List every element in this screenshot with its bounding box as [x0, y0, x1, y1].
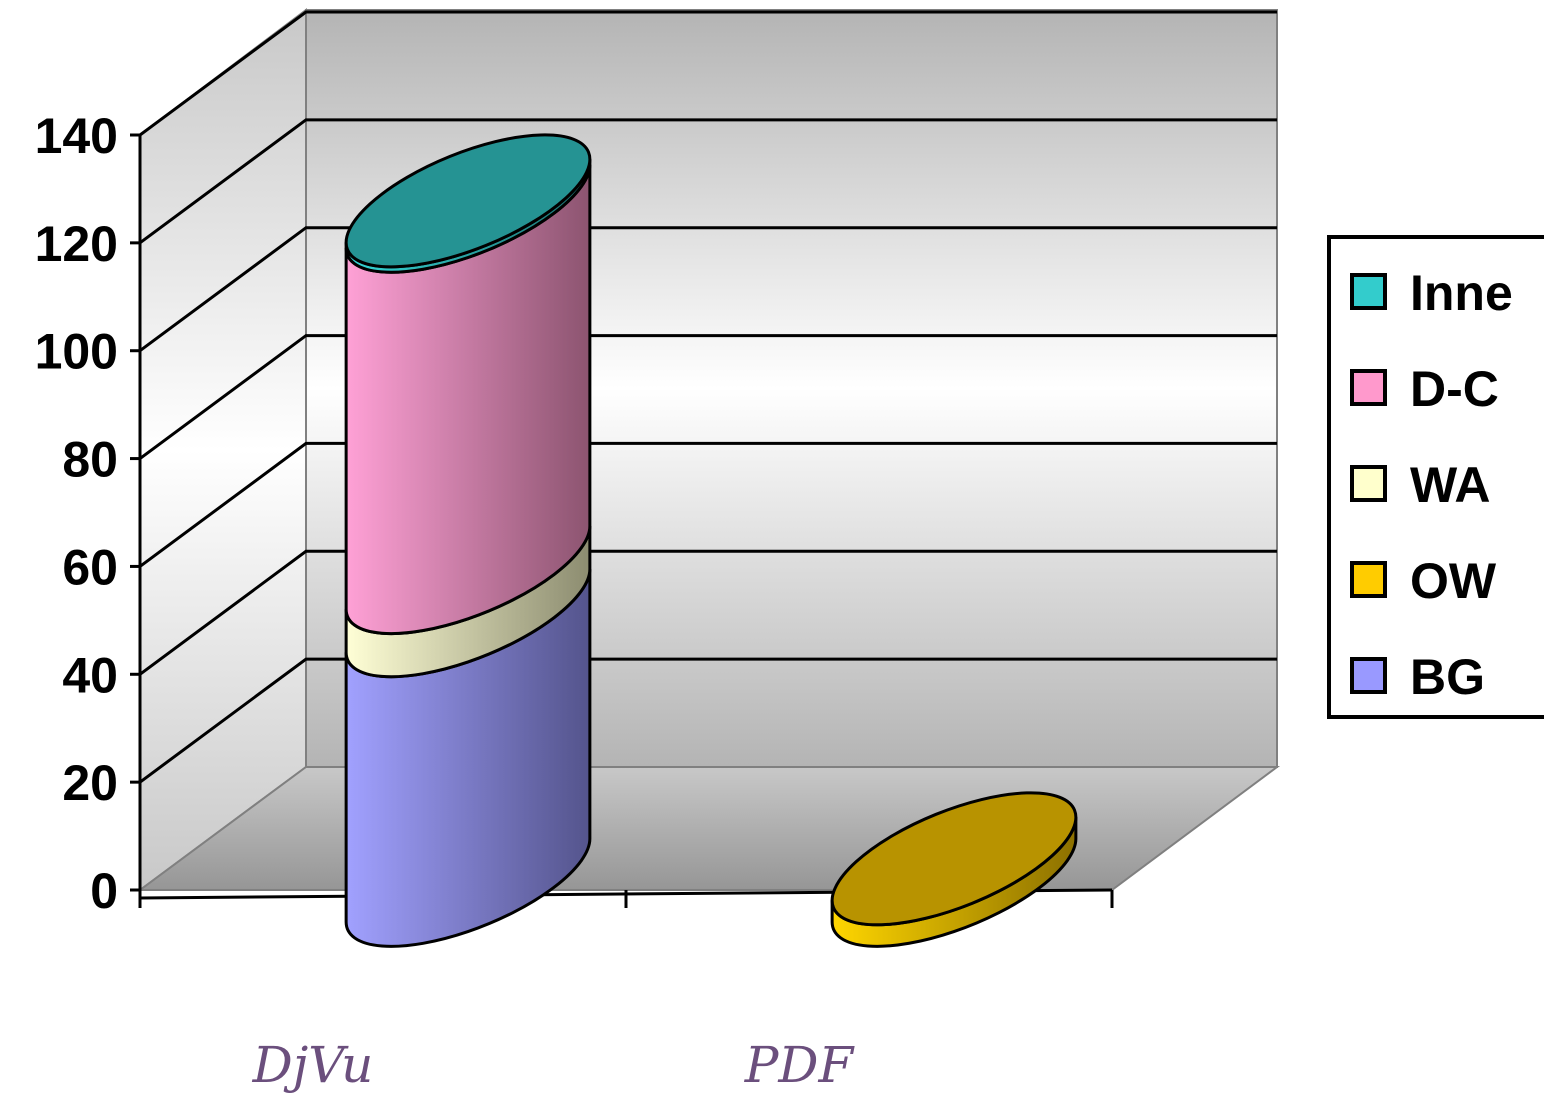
y-tick-label: 140: [35, 108, 118, 164]
y-axis: 0 20 40 60 80 100 120 140: [35, 108, 1114, 919]
legend: Inne D-C WA OW BG: [1327, 235, 1544, 719]
legend-label: WA: [1410, 457, 1491, 513]
y-tick-label: 60: [62, 539, 118, 595]
bar-top: [830, 791, 1078, 927]
y-tick-label: 40: [62, 647, 118, 703]
y-tick-label: 100: [35, 324, 118, 380]
bar-top: [344, 133, 592, 269]
chart-walls: [136, 7, 1281, 892]
gridline: [139, 226, 1277, 352]
x-tick-label: DjVu: [252, 1036, 374, 1094]
gridline: [139, 441, 1277, 568]
gridlines: [139, 10, 1277, 784]
floor: [136, 766, 1281, 891]
legend-label: BG: [1410, 649, 1485, 705]
legend-swatch: [1350, 561, 1387, 598]
legend-swatch: [1350, 465, 1387, 502]
gridline: [139, 657, 1277, 784]
legend-label: D-C: [1410, 361, 1499, 417]
legend-label: OW: [1410, 553, 1497, 609]
gridline: [139, 10, 1277, 137]
legend-swatch: [1350, 369, 1387, 406]
y-tick-label: 80: [62, 432, 118, 488]
y-tick-label: 20: [62, 755, 118, 811]
gridline: [139, 334, 1277, 460]
gridline: [139, 549, 1277, 676]
gridline: [139, 118, 1277, 245]
legend-label: Inne: [1410, 265, 1513, 321]
x-tick-label: PDF: [744, 1036, 856, 1094]
y-tick-label: 0: [90, 863, 118, 919]
side-wall: [139, 7, 307, 892]
y-tick-label: 120: [35, 216, 118, 272]
bars: [344, 133, 1078, 948]
x-axis-labels: DjVu PDF: [252, 1036, 856, 1094]
legend-swatch: [1350, 657, 1387, 694]
legend-swatch: [1350, 273, 1387, 310]
